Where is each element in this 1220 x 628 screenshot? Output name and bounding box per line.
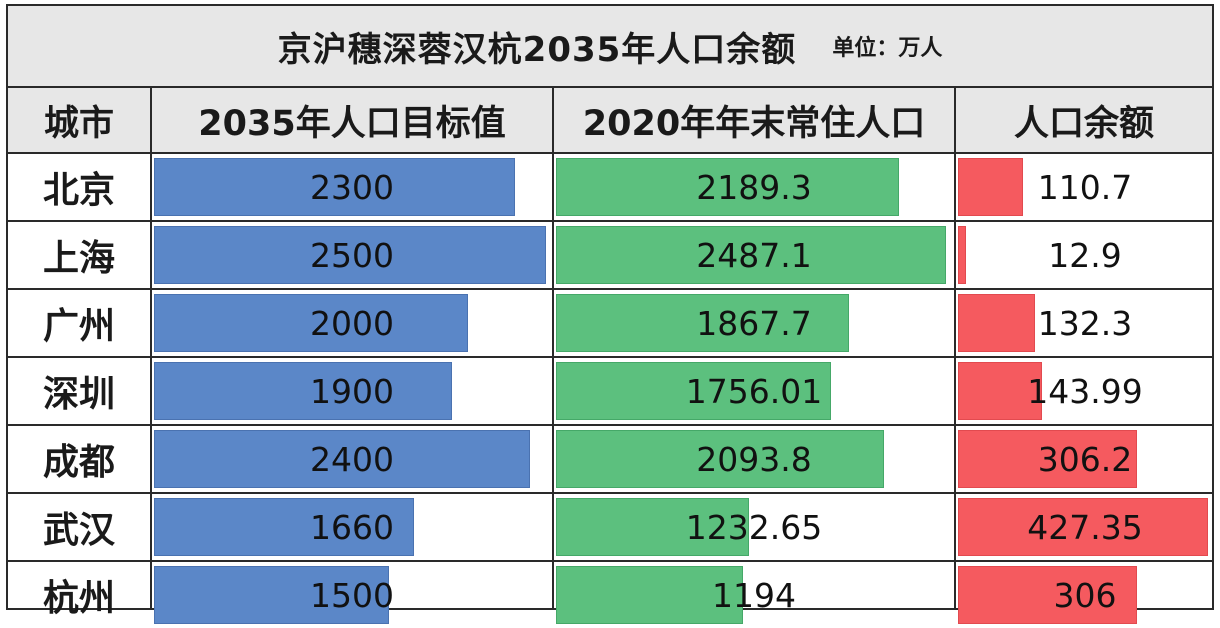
target-cell: 1660 bbox=[154, 494, 550, 560]
balance-bar bbox=[958, 362, 1042, 420]
target-bar bbox=[154, 566, 389, 624]
table-title: 京沪穗深蓉汉杭2035年人口余额 bbox=[277, 29, 797, 70]
target-cell: 1900 bbox=[154, 358, 550, 424]
header-target: 2035年人口目标值 bbox=[198, 103, 506, 144]
current-cell: 1232.65 bbox=[556, 494, 952, 560]
target-value: 1660 bbox=[310, 507, 394, 547]
balance-value: 427.35 bbox=[1027, 507, 1143, 547]
current-bar bbox=[556, 226, 946, 284]
row-divider bbox=[8, 560, 1212, 562]
balance-cell: 306 bbox=[958, 562, 1212, 628]
balance-value: 132.3 bbox=[1037, 303, 1133, 343]
city-name: 杭州 bbox=[42, 578, 115, 619]
city-name: 北京 bbox=[42, 170, 115, 211]
target-cell: 2400 bbox=[154, 426, 550, 492]
table-title-row: 京沪穗深蓉汉杭2035年人口余额 单位：万人 bbox=[8, 6, 1212, 88]
balance-bar bbox=[958, 566, 1137, 624]
balance-cell: 12.9 bbox=[958, 222, 1212, 288]
row-divider bbox=[8, 356, 1212, 358]
table-row: 成都 2400 2093.8 306.2 bbox=[8, 426, 1212, 492]
city-name: 广州 bbox=[42, 306, 115, 347]
column-divider bbox=[150, 88, 152, 610]
current-value: 2093.8 bbox=[696, 439, 812, 479]
table-row: 武汉 1660 1232.65 427.35 bbox=[8, 494, 1212, 560]
target-bar bbox=[154, 294, 468, 352]
current-bar bbox=[556, 158, 899, 216]
header-row: 城市 2035年人口目标值 2020年年末常住人口 人口余额 bbox=[8, 88, 1212, 154]
balance-cell: 306.2 bbox=[958, 426, 1212, 492]
current-cell: 1194 bbox=[556, 562, 952, 628]
target-cell: 2300 bbox=[154, 154, 550, 220]
target-cell: 1500 bbox=[154, 562, 550, 628]
header-balance: 人口余额 bbox=[1013, 103, 1154, 144]
balance-cell: 132.3 bbox=[958, 290, 1212, 356]
current-cell: 2189.3 bbox=[556, 154, 952, 220]
city-name: 武汉 bbox=[42, 510, 115, 551]
current-bar bbox=[556, 430, 884, 488]
column-divider bbox=[954, 88, 956, 610]
header-current: 2020年年末常住人口 bbox=[582, 103, 926, 144]
target-value: 2400 bbox=[310, 439, 394, 479]
current-value: 2487.1 bbox=[696, 235, 812, 275]
balance-cell: 427.35 bbox=[958, 494, 1212, 560]
row-divider bbox=[8, 288, 1212, 290]
current-value: 1232.65 bbox=[685, 507, 823, 547]
population-table: 京沪穗深蓉汉杭2035年人口余额 单位：万人 城市 2035年人口目标值 202… bbox=[6, 4, 1214, 624]
balance-value: 110.7 bbox=[1037, 167, 1133, 207]
target-bar bbox=[154, 498, 414, 556]
current-value: 1756.01 bbox=[685, 371, 823, 411]
balance-value: 306 bbox=[1053, 575, 1117, 615]
balance-cell: 110.7 bbox=[958, 154, 1212, 220]
city-name: 深圳 bbox=[42, 374, 115, 415]
balance-bar bbox=[958, 294, 1035, 352]
target-value: 2500 bbox=[310, 235, 394, 275]
target-bar bbox=[154, 226, 546, 284]
target-value: 1900 bbox=[310, 371, 394, 411]
row-divider bbox=[8, 424, 1212, 426]
balance-bar bbox=[958, 430, 1137, 488]
row-divider bbox=[8, 492, 1212, 494]
row-divider bbox=[8, 220, 1212, 222]
target-bar bbox=[154, 430, 530, 488]
balance-bar bbox=[958, 226, 966, 284]
balance-value: 306.2 bbox=[1037, 439, 1133, 479]
target-cell: 2500 bbox=[154, 222, 550, 288]
target-value: 2000 bbox=[310, 303, 394, 343]
column-divider bbox=[552, 88, 554, 610]
balance-value: 12.9 bbox=[1048, 235, 1122, 275]
current-cell: 1756.01 bbox=[556, 358, 952, 424]
table-row: 北京 2300 2189.3 110.7 bbox=[8, 154, 1212, 220]
target-value: 2300 bbox=[310, 167, 394, 207]
table-row: 杭州 1500 1194 306 bbox=[8, 562, 1212, 628]
current-value: 1194 bbox=[712, 575, 796, 615]
current-value: 1867.7 bbox=[696, 303, 812, 343]
city-name: 成都 bbox=[42, 442, 115, 483]
current-cell: 1867.7 bbox=[556, 290, 952, 356]
target-bar bbox=[154, 158, 515, 216]
table-row: 深圳 1900 1756.01 143.99 bbox=[8, 358, 1212, 424]
balance-value: 143.99 bbox=[1027, 371, 1143, 411]
current-bar bbox=[556, 362, 831, 420]
current-bar bbox=[556, 498, 749, 556]
header-city: 城市 bbox=[43, 103, 114, 144]
current-cell: 2487.1 bbox=[556, 222, 952, 288]
target-value: 1500 bbox=[310, 575, 394, 615]
target-cell: 2000 bbox=[154, 290, 550, 356]
balance-bar bbox=[958, 498, 1208, 556]
city-name: 上海 bbox=[42, 238, 115, 279]
target-bar bbox=[154, 362, 452, 420]
current-cell: 2093.8 bbox=[556, 426, 952, 492]
table-row: 广州 2000 1867.7 132.3 bbox=[8, 290, 1212, 356]
unit-label: 单位：万人 bbox=[832, 36, 943, 61]
balance-bar bbox=[958, 158, 1023, 216]
current-bar bbox=[556, 294, 849, 352]
current-value: 2189.3 bbox=[696, 167, 812, 207]
table-row: 上海 2500 2487.1 12.9 bbox=[8, 222, 1212, 288]
balance-cell: 143.99 bbox=[958, 358, 1212, 424]
